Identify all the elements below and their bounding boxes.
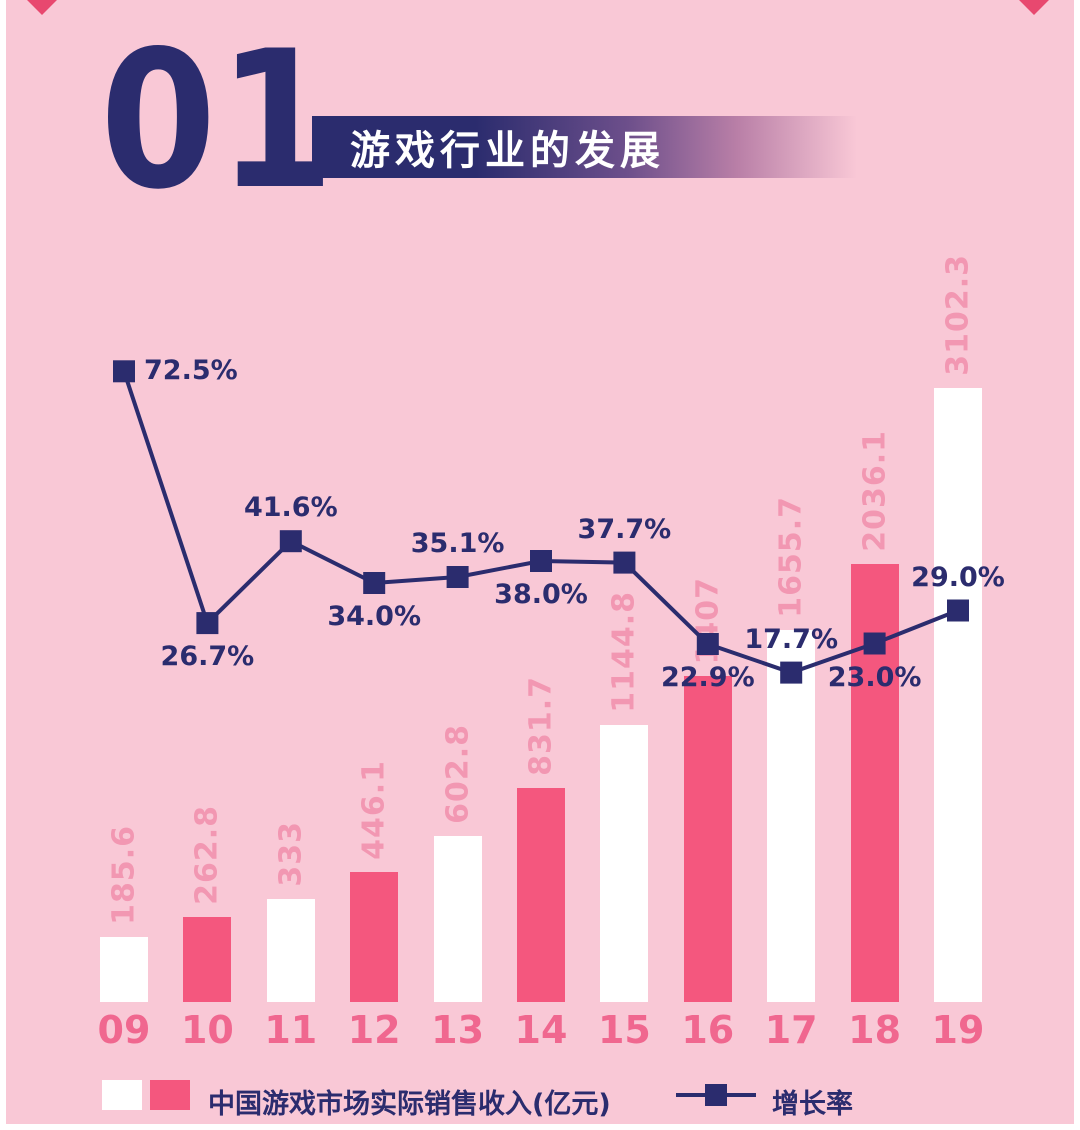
legend-swatch-pink-bar: [150, 1080, 190, 1110]
revenue-value-label-15: 1144.8: [606, 591, 642, 713]
x-axis-label-15: 15: [597, 1008, 651, 1052]
growth-rate-label-15: 37.7%: [577, 513, 672, 545]
growth-rate-marker-12: [363, 572, 386, 594]
revenue-bar-19: [934, 388, 982, 1002]
x-axis-label-16: 16: [681, 1008, 735, 1052]
revenue-bar-18: [850, 564, 899, 1002]
revenue-value-label-14: 831.7: [523, 676, 559, 776]
revenue-value-label-17: 1655.7: [773, 496, 809, 618]
growth-rate-label-10: 26.7%: [160, 641, 255, 673]
growth-rate-marker-09: [113, 360, 135, 383]
growth-rate-marker-11: [279, 530, 302, 553]
revenue-bar-10: [183, 917, 232, 1002]
growth-rate-label-13: 35.1%: [410, 527, 505, 559]
revenue-value-label-10: 262.8: [189, 805, 225, 905]
revenue-bar-13: [433, 836, 482, 1002]
x-axis-label-09: 09: [97, 1008, 151, 1052]
revenue-bar-15: [600, 725, 649, 1002]
legend-line-marker-icon: [705, 1084, 727, 1106]
x-axis-label-10: 10: [180, 1008, 234, 1052]
section-title: 游戏行业的发展: [350, 128, 665, 174]
x-axis-label-11: 11: [264, 1008, 318, 1052]
page-edge-left: [0, 0, 6, 1130]
revenue-value-label-13: 602.8: [440, 724, 476, 824]
growth-rate-label-17: 17.7%: [744, 623, 839, 655]
revenue-value-label-18: 2036.1: [857, 430, 893, 552]
growth-rate-label-18: 23.0%: [827, 661, 922, 693]
x-axis-label-19: 19: [931, 1008, 985, 1052]
x-axis-label-14: 14: [514, 1008, 568, 1052]
revenue-bar-12: [350, 872, 399, 1002]
revenue-bar-14: [517, 788, 565, 1002]
growth-rate-label-19: 29.0%: [911, 561, 1005, 593]
growth-rate-label-16: 22.9%: [660, 662, 755, 694]
x-axis-label-13: 13: [431, 1008, 485, 1052]
revenue-bar-17: [767, 630, 816, 1002]
growth-rate-marker-13: [446, 566, 469, 588]
legend-swatch-white-bar: [102, 1080, 142, 1110]
revenue-value-label-19: 3102.3: [940, 254, 976, 376]
growth-rate-marker-15: [613, 551, 636, 574]
growth-rate-label-09: 72.5%: [144, 355, 238, 387]
chart-legend: 中国游戏市场实际销售收入(亿元) 增长率: [0, 1078, 1080, 1120]
growth-rate-label-14: 38.0%: [494, 579, 588, 610]
page-edge-bottom: [0, 1124, 1080, 1130]
revenue-bar-09: [100, 937, 148, 1002]
revenue-value-label-16: 1407: [690, 576, 726, 665]
growth-rate-label-12: 34.0%: [327, 601, 422, 632]
legend-line-label: 增长率: [772, 1089, 853, 1120]
x-axis-label-17: 17: [764, 1008, 818, 1052]
x-axis-label-18: 18: [848, 1008, 902, 1052]
revenue-bar-11: [266, 899, 315, 1002]
page-edge-right: [1074, 0, 1080, 1130]
revenue-bar-16: [683, 676, 732, 1002]
revenue-value-label-09: 185.6: [106, 825, 142, 925]
growth-rate-marker-14: [530, 550, 552, 572]
growth-rate-label-11: 41.6%: [243, 492, 338, 524]
legend-bars-label: 中国游戏市场实际销售收入(亿元): [208, 1089, 611, 1120]
revenue-value-label-12: 446.1: [356, 760, 392, 860]
x-axis-label-12: 12: [347, 1008, 401, 1052]
growth-rate-marker-10: [196, 612, 219, 635]
section-number: 01: [100, 10, 337, 231]
section-title-bar: 游戏行业的发展: [312, 116, 857, 178]
revenue-value-label-11: 333: [273, 821, 309, 887]
